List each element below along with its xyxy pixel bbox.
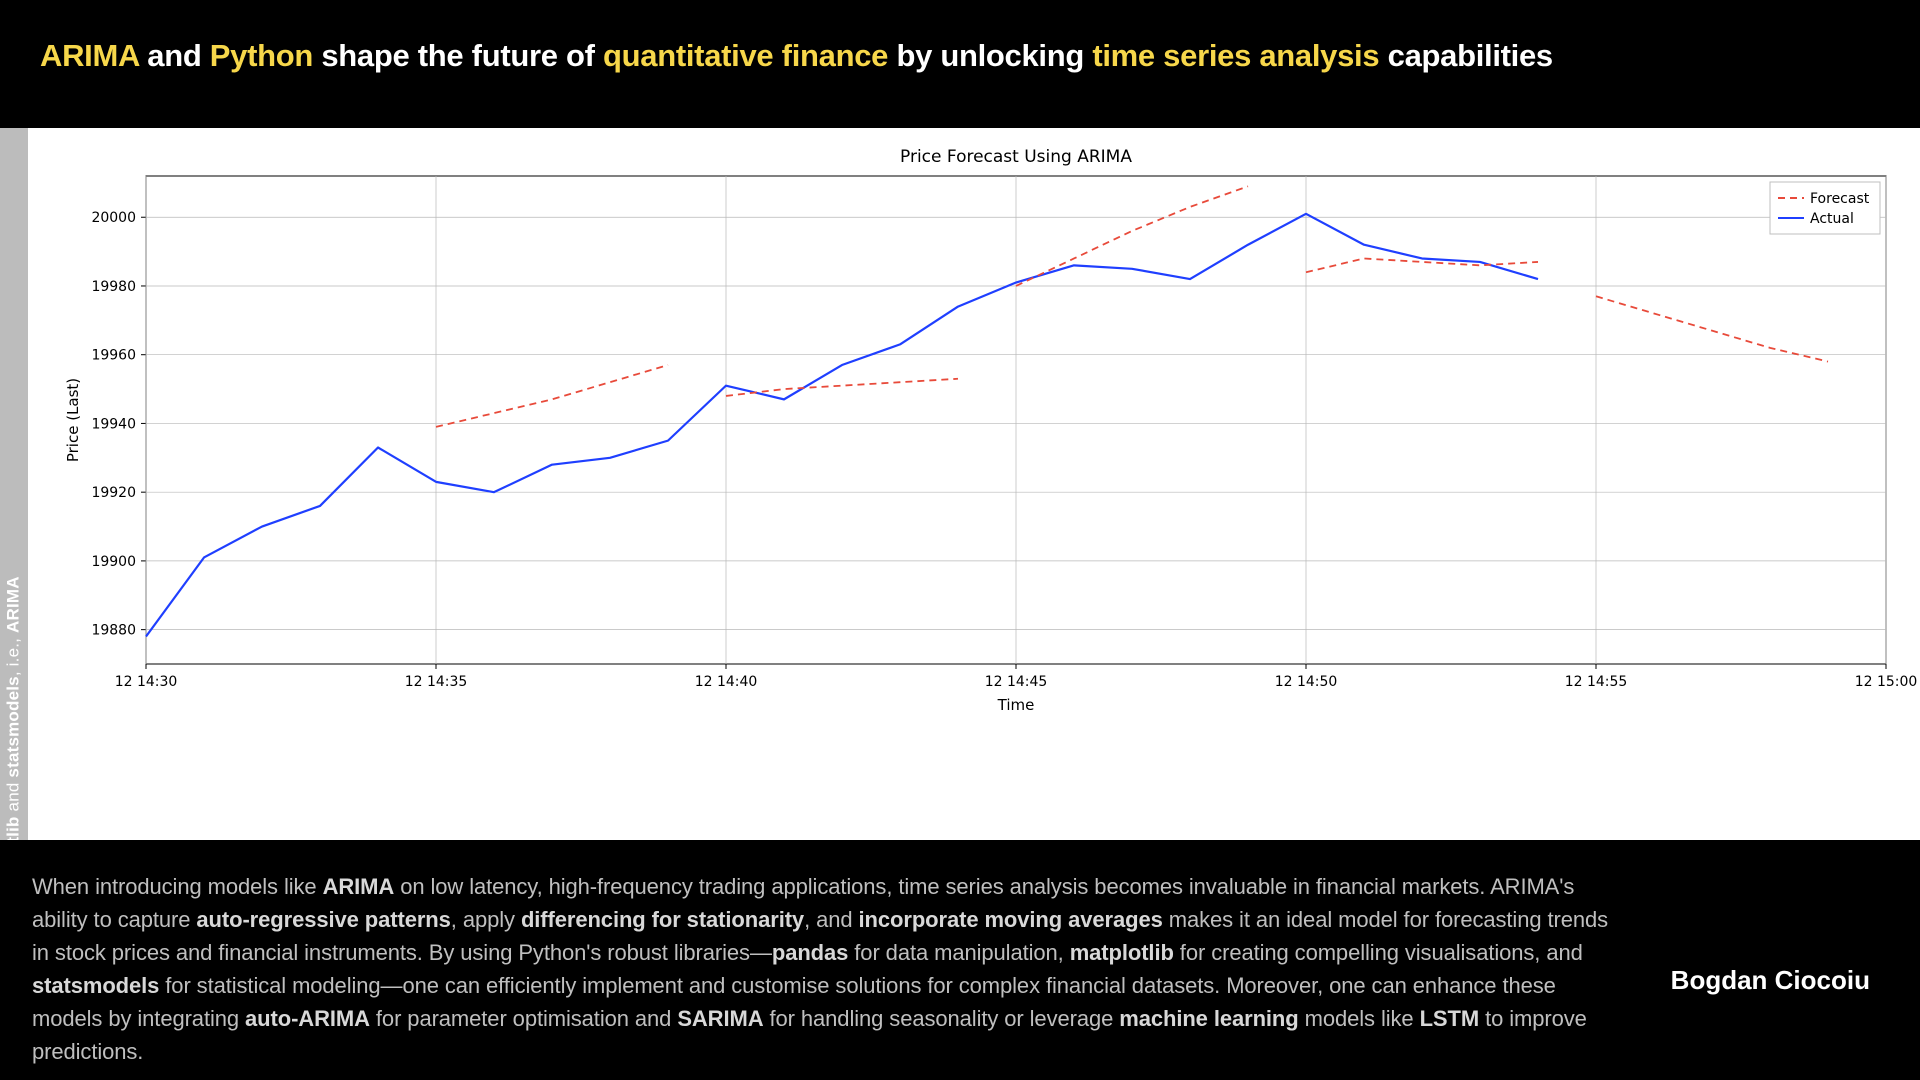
footer: When introducing models like ARIMA on lo… [0, 840, 1920, 1080]
svg-text:19900: 19900 [91, 554, 136, 570]
svg-text:Price Forecast Using ARIMA: Price Forecast Using ARIMA [900, 147, 1132, 167]
author-name: Bogdan Ciocoiu [1671, 965, 1880, 996]
page-title: ARIMA and Python shape the future of qua… [40, 38, 1880, 74]
svg-text:Forecast: Forecast [1810, 191, 1870, 207]
svg-text:19960: 19960 [91, 348, 136, 364]
svg-text:12 14:55: 12 14:55 [1565, 674, 1628, 690]
chart-area: Price Forecast Using ARIMA 19880 19900 1992… [0, 128, 1920, 840]
svg-text:12 14:30: 12 14:30 [115, 674, 178, 690]
svg-text:12 14:35: 12 14:35 [405, 674, 468, 690]
svg-text:19920: 19920 [91, 485, 136, 501]
svg-text:12 14:50: 12 14:50 [1275, 674, 1338, 690]
sidebar-strip: Built using pandas, matplotlib and stats… [0, 128, 28, 840]
footer-description: When introducing models like ARIMA on lo… [32, 870, 1631, 1068]
header: ARIMA and Python shape the future of qua… [0, 0, 1920, 106]
svg-text:12 14:45: 12 14:45 [985, 674, 1048, 690]
svg-text:19940: 19940 [91, 416, 136, 432]
svg-text:12 15:00: 12 15:00 [1855, 674, 1918, 690]
svg-text:Actual: Actual [1810, 211, 1854, 227]
svg-text:19880: 19880 [91, 623, 136, 639]
svg-text:20000: 20000 [91, 210, 136, 226]
svg-text:12 14:40: 12 14:40 [695, 674, 758, 690]
svg-text:Price (Last): Price (Last) [64, 378, 82, 462]
svg-text:Time: Time [997, 696, 1035, 714]
price-forecast-chart: Price Forecast Using ARIMA 19880 19900 1992… [28, 128, 1920, 840]
svg-text:19980: 19980 [91, 279, 136, 295]
